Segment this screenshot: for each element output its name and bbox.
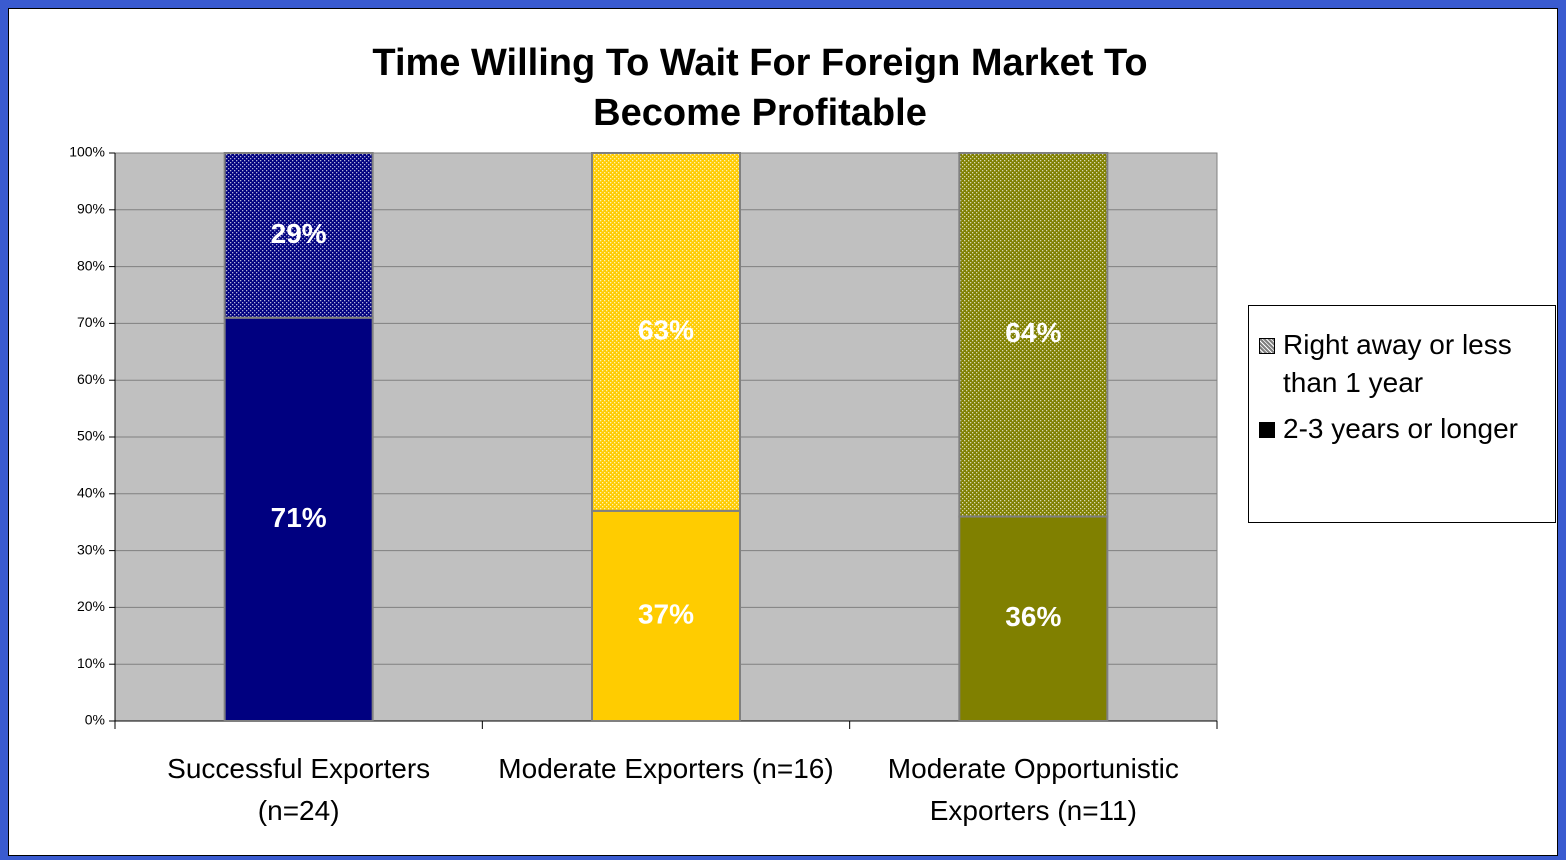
data-label: 63%: [638, 314, 694, 345]
y-tick-label: 0%: [85, 712, 105, 728]
legend-item: Right away or less than 1 year: [1259, 326, 1551, 402]
bar-segment: [223, 316, 374, 722]
legend-label: 2-3 years or longer: [1283, 413, 1519, 444]
data-label: 71%: [271, 502, 327, 533]
legend-swatch: [1259, 422, 1275, 438]
y-tick-label: 30%: [77, 541, 105, 557]
data-label: 37%: [638, 598, 694, 629]
data-label: 64%: [1005, 317, 1061, 348]
bar-segment: [223, 152, 374, 319]
x-tick-label: Moderate Exporters (n=16): [498, 753, 834, 784]
y-tick-label: 10%: [77, 655, 105, 671]
y-tick-label: 100%: [69, 144, 105, 160]
y-tick-label: 70%: [77, 314, 105, 330]
bar-segment: [958, 515, 1109, 723]
bar-segment: [591, 152, 741, 512]
legend-label: Right away or less than 1 year: [1283, 329, 1512, 398]
legend-item: 2-3 years or longer: [1259, 410, 1551, 448]
chart-title: Time Willing To Wait For Foreign Market …: [372, 42, 1148, 134]
x-tick-label: Moderate Opportunistic Exporters (n=11): [887, 753, 1179, 826]
y-tick-label: 20%: [77, 598, 105, 614]
data-label: 29%: [271, 218, 327, 249]
bar-segment: [958, 152, 1109, 518]
y-tick-label: 60%: [77, 371, 105, 387]
y-tick-label: 80%: [77, 257, 105, 273]
y-tick-label: 50%: [77, 428, 105, 444]
y-tick-label: 90%: [77, 201, 105, 217]
data-label: 36%: [1005, 601, 1061, 632]
legend: Right away or less than 1 year 2-3 years …: [1248, 305, 1556, 523]
x-tick-label: Successful Exporters (n=24): [167, 753, 431, 826]
y-tick-label: 40%: [77, 485, 105, 501]
legend-swatch: [1259, 338, 1275, 354]
bar-segment: [591, 509, 741, 722]
